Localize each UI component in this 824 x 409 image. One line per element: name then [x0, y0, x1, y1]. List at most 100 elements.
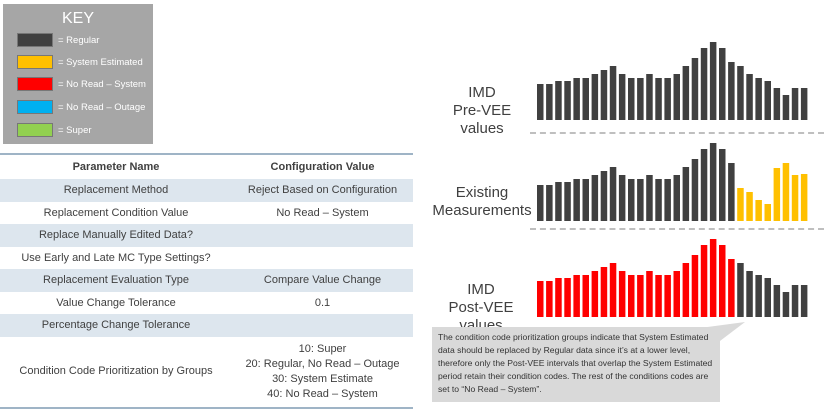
bar: [709, 42, 717, 120]
bar: [618, 271, 626, 317]
param-name: Use Early and Late MC Type Settings?: [21, 251, 211, 264]
bar: [537, 281, 544, 317]
bar: [764, 278, 771, 317]
bar: [618, 74, 626, 120]
swatch: [17, 33, 53, 47]
bar: [564, 278, 571, 317]
table-row: Percentage Change Tolerance: [0, 314, 413, 337]
bar: [773, 285, 781, 317]
table-header: Parameter Name Configuration Value: [0, 153, 413, 179]
bar: [746, 74, 753, 120]
bar: [719, 245, 726, 317]
bar: [755, 78, 762, 120]
bar: [773, 88, 781, 120]
bar: [537, 84, 544, 120]
param-name: Value Change Tolerance: [56, 296, 176, 309]
swatch: [17, 100, 53, 114]
bar: [673, 74, 680, 120]
table-row: Replace Manually Edited Data?: [0, 224, 413, 247]
bar: [728, 259, 735, 317]
bar: [782, 95, 790, 120]
label-line: Existing: [455, 184, 509, 201]
key-label: = No Read – System: [58, 78, 146, 90]
bar: [791, 88, 799, 120]
bar: [782, 163, 790, 221]
param-name: Replace Manually Edited Data?: [0, 224, 232, 247]
bar: [700, 48, 708, 120]
label-line: IMD: [467, 281, 495, 298]
label-line: Pre-VEE values: [452, 102, 512, 137]
bar: [664, 179, 671, 221]
label-line: Measurements: [432, 202, 532, 219]
bar: [755, 200, 762, 221]
bar: [800, 174, 808, 221]
bar: [682, 263, 690, 317]
bar: [646, 271, 653, 317]
swatch: [17, 55, 53, 69]
table-row: Replacement Condition Value No Read – Sys…: [0, 202, 413, 225]
bar: [646, 74, 653, 120]
header-parameter-name: Parameter Name: [0, 153, 232, 179]
bar: [746, 192, 753, 221]
bar: [737, 188, 744, 221]
bar: [609, 167, 617, 221]
bar: [682, 167, 690, 221]
bar: [682, 66, 690, 120]
bar: [537, 185, 544, 221]
bar: [637, 275, 644, 317]
bar: [600, 70, 608, 120]
bar: [728, 62, 735, 120]
priority-group: 30: System Estimate: [272, 372, 373, 385]
bar: [646, 175, 653, 221]
table-row: Replacement Method Reject Based on Config…: [0, 179, 413, 202]
bar: [582, 179, 589, 221]
bar: [719, 149, 726, 221]
key-label: = Regular: [58, 34, 100, 46]
bar: [773, 168, 781, 221]
divider: [530, 132, 824, 134]
bar: [755, 275, 762, 317]
divider: [530, 228, 824, 230]
bar: [782, 292, 790, 317]
bar: [737, 66, 744, 120]
priority-group: 10: Super: [298, 342, 347, 355]
bar: [546, 281, 553, 317]
bar: [655, 275, 662, 317]
bar: [737, 263, 744, 317]
bar: [800, 285, 808, 317]
bar: [582, 275, 589, 317]
legend-key: KEY = Regular = System Estimated = No Re…: [3, 4, 153, 144]
key-item-no-read-outage: = No Read – Outage: [17, 100, 145, 114]
bar: [591, 175, 599, 221]
key-label: = No Read – Outage: [58, 101, 146, 113]
priority-group: 20: Regular, No Read – Outage: [245, 357, 400, 370]
bar: [664, 275, 671, 317]
bar: [655, 179, 662, 221]
bar: [600, 267, 608, 317]
key-title: KEY: [61, 10, 94, 27]
bar: [709, 143, 717, 221]
bar: [628, 179, 635, 221]
bar: [555, 278, 562, 317]
key-item-regular: = Regular: [17, 33, 99, 47]
param-name: Replacement Condition Value: [43, 206, 189, 219]
bar: [555, 81, 562, 120]
bar: [618, 175, 626, 221]
bar: [564, 182, 571, 221]
bar: [573, 78, 580, 120]
existing-label: Existing Measurements: [432, 184, 532, 220]
bar: [609, 263, 617, 317]
key-item-super: = Super: [17, 123, 92, 137]
label-line: IMD: [468, 84, 496, 101]
bar: [555, 182, 562, 221]
bar: [546, 84, 553, 120]
table-row: Use Early and Late MC Type Settings?: [0, 247, 413, 270]
param-name: Replacement Method: [0, 179, 232, 202]
bar: [628, 78, 635, 120]
table-row: Replacement Evaluation Type Compare Value…: [0, 269, 413, 292]
bar: [700, 245, 708, 317]
key-label: = Super: [58, 124, 92, 136]
bar: [546, 185, 553, 221]
bar: [573, 275, 580, 317]
param-value: No Read – System: [276, 206, 369, 219]
